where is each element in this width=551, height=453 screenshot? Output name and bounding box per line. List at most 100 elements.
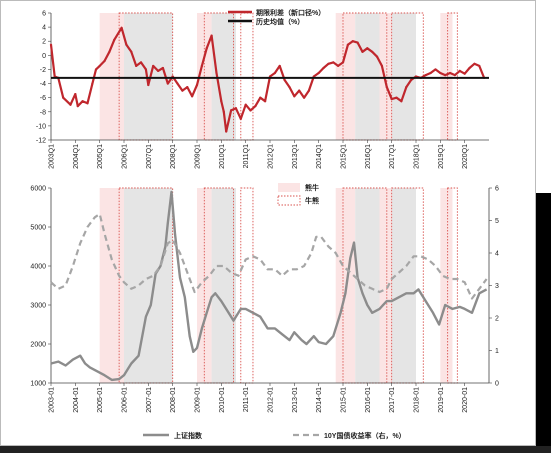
spread-point — [220, 100, 223, 103]
spread-point — [346, 43, 349, 46]
x-tick-label: 2011-01 — [243, 387, 250, 412]
right-edge-bar — [536, 193, 551, 453]
spread-point — [337, 64, 340, 68]
y-tick-label-left: 2000 — [30, 342, 46, 349]
spread-point — [166, 82, 169, 85]
x-tick-label: 2004Q1 — [73, 144, 80, 169]
spread-point — [76, 105, 79, 108]
x-tick-label: 2006Q1 — [122, 144, 129, 169]
x-tick-label: 2016-01 — [365, 387, 372, 413]
spread-point — [234, 107, 238, 110]
spread-point — [478, 64, 481, 68]
spread-point — [98, 64, 101, 68]
y-tick-label: -12 — [36, 138, 46, 145]
y-tick-label: -10 — [36, 123, 46, 130]
spread-point — [371, 50, 374, 53]
y-tick-label-left: 1000 — [30, 381, 46, 388]
spread-point — [254, 105, 257, 108]
spread-point — [366, 47, 369, 50]
spread-point — [341, 61, 345, 64]
x-tick-label: 2013-01 — [292, 387, 299, 413]
spread-point — [181, 89, 184, 92]
y-tick-label: -6 — [40, 95, 46, 102]
x-tick-label: 2016Q1 — [365, 144, 372, 169]
x-tick-label: 2007-01 — [146, 387, 153, 413]
bull-bear-region — [203, 187, 234, 384]
x-tick-label: 2009-01 — [195, 387, 202, 413]
x-tick-label: 2009Q1 — [195, 144, 202, 169]
spread-point — [249, 109, 252, 112]
bear-bull-region — [440, 13, 453, 140]
spread-point — [448, 71, 452, 75]
spread-point — [439, 71, 442, 75]
y-tick-label-right: 6 — [495, 186, 499, 193]
x-tick-label: 2010Q1 — [219, 144, 226, 169]
bull-bear-region — [391, 187, 424, 384]
legend-swatch-bear-bull — [278, 183, 300, 192]
y-tick-label: 0 — [42, 53, 46, 60]
spread-point — [200, 64, 203, 68]
gray-region — [391, 188, 416, 383]
x-tick-label: 2012Q1 — [268, 144, 275, 169]
spread-point — [307, 89, 311, 92]
spread-point — [62, 96, 65, 99]
spread-point — [94, 68, 98, 71]
spread-point — [113, 38, 116, 41]
spread-point — [225, 130, 228, 133]
bull-bear-region — [118, 187, 174, 384]
spread-point — [444, 73, 447, 77]
spread-point — [108, 50, 111, 53]
spread-point — [375, 55, 379, 58]
x-tick-label: 2014-01 — [316, 387, 323, 413]
legend-label-yield: 10Y国债收益率（右，%） — [324, 431, 406, 440]
yield-line — [50, 212, 488, 300]
y-tick-label-right: 1 — [495, 348, 499, 355]
x-tick-label: 2015-01 — [341, 387, 348, 413]
spread-point — [161, 66, 165, 70]
spread-point — [147, 83, 150, 87]
spread-point — [264, 100, 267, 103]
spread-point — [91, 82, 94, 85]
spread-point — [135, 64, 138, 68]
spread-point — [259, 96, 262, 99]
spread-point — [86, 102, 89, 105]
spread-point — [453, 73, 457, 77]
spread-point — [356, 41, 359, 44]
spread-point — [152, 64, 155, 68]
spread-point — [424, 73, 427, 77]
y-tick-label-right: 3 — [495, 283, 499, 290]
spread-point — [195, 83, 199, 87]
x-tick-label: 2018Q1 — [414, 144, 421, 169]
bottom-legend: 上证指数 10Y国债收益率（右，%） — [143, 431, 406, 440]
bear-bull-region — [99, 188, 124, 383]
spread-point — [244, 103, 247, 106]
gray-region — [211, 13, 236, 140]
spread-point — [191, 95, 194, 98]
bull-bear-region — [342, 187, 388, 384]
x-tick-label: 2007Q1 — [146, 144, 153, 169]
x-tick-label: 2006-01 — [122, 387, 129, 413]
spread-point — [361, 50, 364, 53]
spread-point — [458, 69, 461, 72]
legend-label-bull-bear: 牛熊 — [305, 196, 319, 205]
y-tick-label-right: 5 — [495, 218, 499, 225]
spread-point — [327, 62, 330, 65]
top-legend: 期限利差（新口径%）历史均值（%） — [228, 8, 325, 26]
spread-point — [298, 89, 301, 92]
y-tick-label-right: 2 — [495, 316, 499, 323]
x-tick-label: 2014Q1 — [316, 144, 323, 169]
spread-point — [139, 61, 143, 64]
legend-label-spread: 期限利差（新口径%） — [256, 8, 325, 17]
gray-region — [124, 188, 173, 383]
y-tick-label-left: 4000 — [30, 264, 46, 271]
spread-point — [205, 47, 208, 50]
x-tick-label: 2020Q1 — [462, 144, 469, 169]
spread-point — [49, 43, 53, 46]
spread-point — [380, 64, 384, 68]
y-tick-label-right: 0 — [495, 381, 499, 388]
spread-point — [400, 100, 403, 103]
x-tick-label: 2008Q1 — [170, 144, 177, 169]
spread-point — [239, 117, 242, 120]
spread-point — [385, 85, 388, 89]
y-tick-label: 2 — [42, 39, 46, 46]
